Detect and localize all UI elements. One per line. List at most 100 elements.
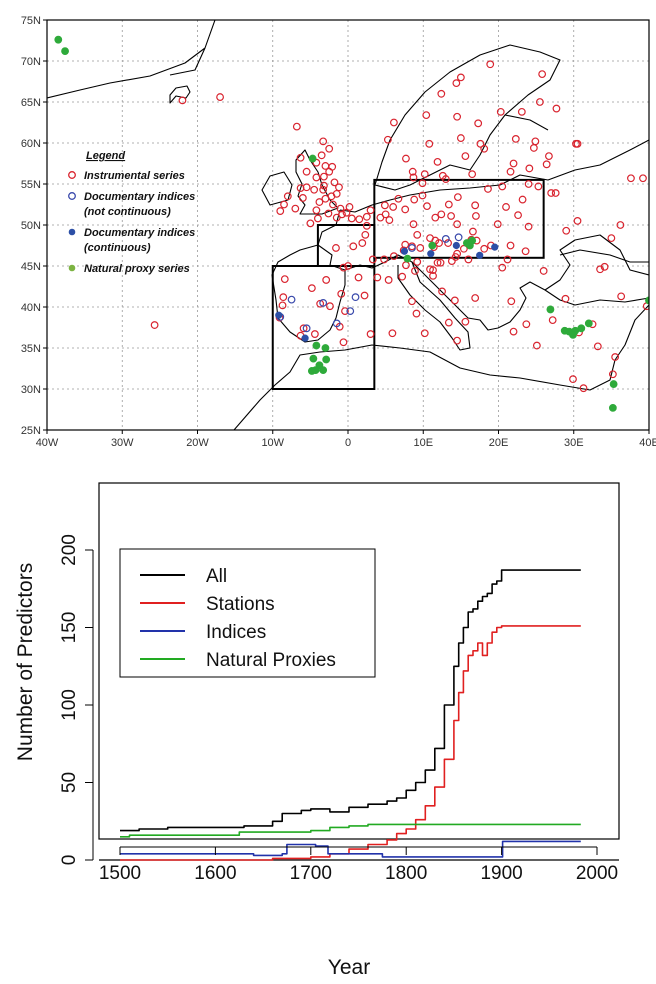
station-marker-instrumental — [292, 122, 301, 131]
station-marker-natural-proxy — [428, 241, 437, 250]
station-marker-instrumental — [390, 252, 398, 261]
station-marker-instrumental — [366, 206, 375, 215]
station-marker-instrumental — [456, 73, 465, 82]
station-marker-instrumental — [347, 214, 356, 223]
x-tick-label: 2000 — [576, 863, 618, 884]
station-marker-instrumental — [291, 204, 300, 213]
map-ytick-label: 70N — [21, 56, 41, 68]
chart-legend-box — [119, 548, 376, 678]
station-marker-instrumental — [278, 301, 287, 310]
station-marker-instrumental — [413, 230, 422, 239]
series-line-all — [120, 569, 581, 832]
station-marker-instrumental — [524, 180, 533, 188]
station-marker-instrumental — [444, 239, 452, 247]
station-marker-instrumental — [498, 182, 507, 191]
legend-label-instrumental: Instrumental series — [84, 170, 185, 182]
station-marker-instrumental — [493, 220, 502, 229]
map-ytick-label: 65N — [21, 97, 41, 109]
legend-label-stations: Stations — [206, 594, 275, 615]
station-marker-instrumental — [474, 119, 483, 128]
station-marker-instrumental — [319, 185, 328, 194]
station-map: 40W 30W 20W 10W 0 10E 20E 30E 40E 25N 30N 35N 40N 45… — [21, 15, 656, 449]
station-marker-instrumental — [562, 226, 571, 235]
station-marker-documentary-continuous — [452, 241, 460, 250]
station-marker-instrumental — [447, 212, 455, 220]
station-marker-documentary-not-continuous — [332, 319, 341, 328]
station-marker-instrumental — [433, 258, 442, 267]
station-marker-instrumental — [388, 329, 397, 338]
station-marker-instrumental — [307, 284, 316, 293]
station-marker-instrumental — [358, 239, 367, 247]
station-marker-instrumental — [433, 157, 442, 166]
map-xtick-label: 20E — [489, 437, 509, 449]
plot-frame — [98, 482, 620, 840]
legend-label-all: All — [206, 566, 227, 587]
station-marker-instrumental — [413, 258, 422, 266]
station-marker-instrumental — [279, 293, 288, 302]
station-marker-instrumental — [529, 144, 538, 152]
legend-label-natural-proxy: Natural proxy series — [84, 263, 190, 275]
station-marker-instrumental — [283, 192, 292, 201]
station-marker-instrumental — [600, 262, 609, 271]
station-marker-instrumental — [453, 249, 462, 258]
station-marker-instrumental — [617, 292, 626, 301]
station-marker-instrumental — [310, 330, 319, 338]
station-marker-instrumental — [325, 167, 334, 176]
station-marker-documentary-not-continuous — [319, 299, 328, 307]
station-marker-instrumental — [349, 242, 358, 251]
station-marker-documentary-not-continuous — [441, 235, 450, 243]
station-marker-instrumental — [341, 307, 349, 316]
station-marker-instrumental — [335, 183, 343, 192]
station-marker-instrumental — [299, 324, 308, 333]
station-marker-documentary-not-continuous — [408, 244, 416, 252]
station-marker-documentary-continuous — [400, 247, 409, 255]
station-marker-instrumental — [302, 183, 311, 192]
station-marker-instrumental — [506, 167, 515, 176]
station-marker-instrumental — [509, 159, 518, 168]
map-longitude-ticks: 40W 30W 20W 10W 0 10E 20E 30E 40E — [36, 430, 656, 449]
legend-marker-instrumental — [68, 171, 76, 179]
station-marker-instrumental — [320, 181, 328, 190]
map-legend: Legend Instrumental series Documentary i… — [68, 150, 195, 275]
station-marker-instrumental — [362, 212, 371, 221]
station-marker-instrumental — [453, 112, 462, 121]
map-ytick-label: 25N — [21, 425, 41, 437]
station-marker-instrumental — [420, 329, 429, 338]
station-marker-instrumental — [569, 375, 577, 384]
station-marker-instrumental — [480, 144, 489, 153]
station-marker-instrumental — [360, 291, 369, 300]
station-marker-instrumental — [354, 273, 363, 282]
station-marker-instrumental — [317, 151, 326, 160]
station-marker-instrumental — [453, 336, 462, 345]
legend-label-documentary-not-continuous-2: (not continuous) — [84, 206, 171, 218]
station-marker-instrumental — [418, 179, 427, 188]
station-marker-instrumental — [444, 318, 453, 327]
station-marker-instrumental — [280, 275, 289, 284]
station-marker-instrumental — [339, 338, 348, 347]
station-marker-instrumental — [402, 261, 410, 270]
station-marker-instrumental — [545, 152, 553, 161]
predictor-count-chart: 1500 1600 1700 1800 1900 2000 0 50 100 150 200 Ye… — [14, 482, 620, 979]
station-marker-instrumental — [484, 185, 492, 193]
station-marker-instrumental — [330, 178, 339, 187]
station-marker-instrumental — [315, 198, 324, 206]
legend-label-documentary-not-continuous-1: Documentary indices — [84, 191, 195, 203]
station-marker-instrumental — [518, 195, 527, 204]
station-marker-instrumental — [542, 160, 551, 169]
station-marker-instrumental — [507, 297, 516, 306]
map-ytick-label: 50N — [21, 220, 41, 232]
x-axis: 1500 1600 1700 1800 1900 2000 — [99, 846, 618, 884]
station-marker-instrumental — [444, 200, 453, 209]
station-marker-instrumental — [514, 211, 522, 220]
y-tick-label: 50 — [59, 772, 80, 793]
station-marker-documentary-continuous — [301, 334, 309, 342]
station-marker-instrumental — [534, 182, 543, 191]
station-marker-instrumental — [431, 213, 440, 222]
station-marker-instrumental — [573, 139, 582, 148]
station-marker-instrumental — [532, 341, 541, 350]
map-ytick-label: 35N — [21, 343, 41, 355]
station-marker-instrumental — [314, 214, 322, 223]
station-marker-instrumental — [496, 107, 505, 116]
map-latitude-ticks: 25N 30N 35N 40N 45N 50N 55N 60N 65N 70N 75N — [21, 15, 47, 437]
map-xtick-label: 30E — [564, 437, 584, 449]
